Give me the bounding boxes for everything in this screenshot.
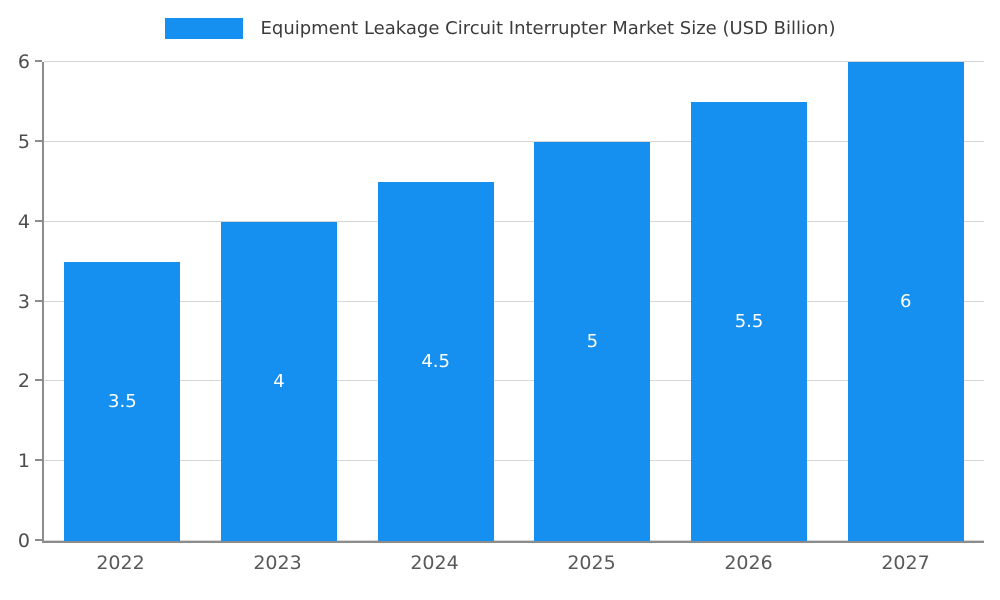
x-axis: 2022 2023 2024 2025 2026 2027 bbox=[42, 552, 984, 574]
bar-value-label: 4 bbox=[273, 370, 285, 392]
chart-legend: Equipment Leakage Circuit Interrupter Ma… bbox=[0, 18, 1000, 39]
y-axis-tick bbox=[35, 539, 42, 541]
y-axis-tick bbox=[35, 219, 42, 222]
bar-2024: 4.5 bbox=[377, 181, 494, 541]
chart-title: Equipment Leakage Circuit Interrupter Ma… bbox=[260, 18, 836, 39]
bar-slot: 4.5 bbox=[357, 62, 514, 541]
bar-value-label: 4.5 bbox=[421, 350, 450, 372]
gridline bbox=[44, 61, 984, 62]
x-axis-label: 2024 bbox=[410, 552, 459, 574]
bar-2026: 5.5 bbox=[691, 101, 807, 541]
gridline bbox=[44, 220, 984, 222]
bar-slot: 5 bbox=[514, 62, 671, 541]
bar-value-label: 6 bbox=[899, 291, 912, 312]
gridline bbox=[44, 300, 984, 302]
bar-2025: 5 bbox=[534, 141, 651, 541]
gridline bbox=[44, 380, 984, 382]
gridline bbox=[44, 540, 984, 541]
y-axis-label: 2 bbox=[17, 370, 30, 393]
bar-value-label: 5 bbox=[586, 330, 599, 352]
y-axis-label: 1 bbox=[17, 450, 30, 473]
bar-2023: 4 bbox=[221, 221, 337, 541]
bar-value-label: 3.5 bbox=[108, 390, 137, 412]
y-axis-tick bbox=[35, 459, 42, 462]
x-axis-label: 2023 bbox=[253, 552, 302, 574]
x-axis-label: 2027 bbox=[881, 552, 930, 574]
y-axis-tick bbox=[35, 379, 42, 382]
x-axis-label: 2022 bbox=[96, 552, 145, 574]
y-axis-label: 4 bbox=[17, 210, 30, 233]
bar-slot: 3.5 bbox=[44, 62, 201, 541]
y-axis-tick bbox=[35, 60, 42, 62]
x-axis-label: 2025 bbox=[567, 552, 616, 574]
bar-value-label: 5.5 bbox=[734, 310, 764, 332]
y-axis-tick bbox=[35, 139, 42, 142]
y-axis-label: 5 bbox=[17, 130, 30, 153]
y-axis-label: 3 bbox=[17, 290, 30, 313]
y-axis-label: 0 bbox=[17, 530, 30, 552]
bar-slot: 6 bbox=[827, 62, 984, 541]
plot-area: 0 1 2 3 4 5 6 3.5 4 4.5 5 5.5 6 bbox=[18, 51, 984, 552]
gridline bbox=[44, 140, 984, 142]
bar-slot: 4 bbox=[201, 62, 358, 541]
y-axis-label: 6 bbox=[17, 51, 30, 73]
bar-2027: 6 bbox=[847, 62, 964, 541]
bar-slot: 5.5 bbox=[671, 62, 828, 541]
bars-group: 3.5 4 4.5 5 5.5 6 bbox=[44, 62, 984, 541]
gridline bbox=[44, 460, 984, 462]
legend-swatch bbox=[164, 18, 243, 39]
y-axis-tick bbox=[35, 299, 42, 302]
x-axis-label: 2026 bbox=[724, 552, 773, 574]
bar-2022: 3.5 bbox=[64, 261, 181, 541]
